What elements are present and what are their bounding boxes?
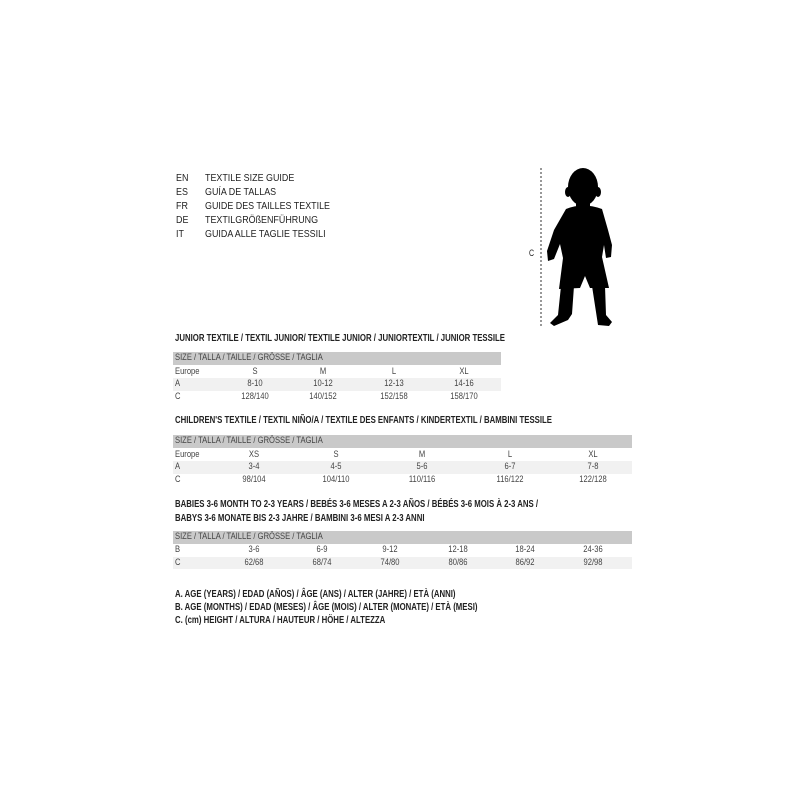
cell: L bbox=[391, 365, 397, 377]
table-header-row: SIZE / TALLA / TAILLE / GRÖSSE / TAGLIA bbox=[173, 531, 632, 544]
junior-title: JUNIOR TEXTILE / TEXTIL JUNIOR/ TEXTILE … bbox=[175, 333, 505, 344]
lang-title: TEXTILE SIZE GUIDE bbox=[205, 172, 295, 184]
cell: 152/158 bbox=[380, 391, 408, 402]
cell: 158/170 bbox=[450, 391, 478, 402]
table-row: A 8-10 10-12 12-13 14-16 bbox=[173, 378, 501, 391]
cell: 122/128 bbox=[579, 474, 607, 485]
lang-code: IT bbox=[176, 228, 184, 240]
cell: 92/98 bbox=[583, 556, 603, 568]
lang-title: GUIDE DES TAILLES TEXTILE bbox=[205, 200, 331, 212]
lang-code: FR bbox=[176, 200, 188, 212]
cell: 116/122 bbox=[496, 474, 524, 485]
cell: 10-12 bbox=[313, 378, 333, 389]
table-row: Europe S M L XL bbox=[173, 366, 501, 379]
lang-title: GUÍA DE TALLAS bbox=[205, 186, 277, 198]
row-label: A bbox=[175, 461, 181, 472]
cell: M bbox=[418, 448, 426, 460]
cell: 6-9 bbox=[316, 544, 328, 555]
header-label: SIZE / TALLA / TAILLE / GRÖSSE / TAGLIA bbox=[175, 352, 323, 363]
cell: 8-10 bbox=[247, 378, 263, 389]
legend-item-c: C. (cm) HEIGHT / ALTURA / HAUTEUR / HÖHE… bbox=[175, 615, 386, 626]
row-label: Europe bbox=[175, 365, 200, 377]
cell: 86/92 bbox=[515, 556, 535, 568]
cell: 9-12 bbox=[382, 544, 398, 555]
cell: 80/86 bbox=[448, 556, 468, 568]
cell: M bbox=[319, 365, 327, 377]
cell: 128/140 bbox=[241, 391, 269, 402]
lang-code: DE bbox=[176, 214, 189, 226]
legend-item-a: A. AGE (YEARS) / EDAD (AÑOS) / ÂGE (ANS)… bbox=[175, 589, 456, 600]
cell: 74/80 bbox=[380, 556, 400, 568]
row-label: A bbox=[175, 378, 181, 389]
cell: 140/152 bbox=[309, 391, 337, 402]
table-row: Europe XS S M L XL bbox=[173, 449, 632, 462]
table-header-row: SIZE / TALLA / TAILLE / GRÖSSE / TAGLIA bbox=[173, 435, 632, 448]
table-row: C 98/104 104/110 110/116 116/122 122/128 bbox=[173, 474, 632, 487]
cell: 3-4 bbox=[248, 461, 260, 472]
cell: 3-6 bbox=[248, 544, 260, 555]
cell: S bbox=[252, 365, 258, 377]
cell: 62/68 bbox=[244, 556, 264, 568]
cell: 14-16 bbox=[454, 378, 474, 389]
table-row: B 3-6 6-9 9-12 12-18 18-24 24-36 bbox=[173, 544, 632, 557]
child-silhouette-icon bbox=[547, 168, 612, 326]
cell: 110/116 bbox=[408, 474, 436, 485]
row-label: B bbox=[175, 544, 181, 555]
lang-title: GUIDA ALLE TAGLIE TESSILI bbox=[205, 228, 326, 240]
children-title: CHILDREN'S TEXTILE / TEXTIL NIÑO/A / TEX… bbox=[175, 415, 553, 426]
header-label: SIZE / TALLA / TAILLE / GRÖSSE / TAGLIA bbox=[175, 531, 323, 542]
row-label: C bbox=[175, 391, 181, 402]
lang-code: EN bbox=[176, 172, 189, 184]
cell: L bbox=[507, 448, 513, 460]
cell: 5-6 bbox=[416, 461, 428, 472]
table-row: C 62/68 68/74 74/80 80/86 86/92 92/98 bbox=[173, 556, 632, 569]
lang-code: ES bbox=[176, 186, 188, 198]
cell: 24-36 bbox=[583, 544, 603, 555]
lang-title: TEXTILGRÖßENFÜHRUNG bbox=[205, 214, 319, 226]
child-silhouette-figure bbox=[540, 168, 612, 326]
cell: 98/104 bbox=[242, 474, 266, 485]
cell: 6-7 bbox=[504, 461, 516, 472]
cell: XS bbox=[248, 448, 260, 460]
row-label: C bbox=[175, 556, 181, 568]
cell: XL bbox=[588, 448, 598, 460]
row-label: Europe bbox=[175, 448, 200, 460]
cell: 18-24 bbox=[515, 544, 535, 555]
cell: 12-18 bbox=[448, 544, 468, 555]
table-row: C 128/140 140/152 152/158 158/170 bbox=[173, 391, 501, 404]
table-row: A 3-4 4-5 5-6 6-7 7-8 bbox=[173, 461, 632, 474]
cell: 7-8 bbox=[587, 461, 599, 472]
cell: 104/110 bbox=[322, 474, 350, 485]
cell: XL bbox=[459, 365, 469, 377]
cell: 68/74 bbox=[312, 556, 332, 568]
legend-item-b: B. AGE (MONTHS) / EDAD (MESES) / ÂGE (MO… bbox=[175, 602, 478, 613]
header-label: SIZE / TALLA / TAILLE / GRÖSSE / TAGLIA bbox=[175, 435, 323, 446]
babies-title-line1: BABIES 3-6 MONTH TO 2-3 YEARS / BEBÉS 3-… bbox=[175, 499, 539, 510]
cell: 12-13 bbox=[384, 378, 404, 389]
cell: S bbox=[333, 448, 339, 460]
height-label: C bbox=[529, 248, 535, 258]
row-label: C bbox=[175, 474, 181, 485]
babies-title-line2: BABYS 3-6 MONATE BIS 2-3 JAHRE / BAMBINI… bbox=[175, 513, 425, 524]
cell: 4-5 bbox=[330, 461, 342, 472]
table-header-row: SIZE / TALLA / TAILLE / GRÖSSE / TAGLIA bbox=[173, 352, 501, 365]
